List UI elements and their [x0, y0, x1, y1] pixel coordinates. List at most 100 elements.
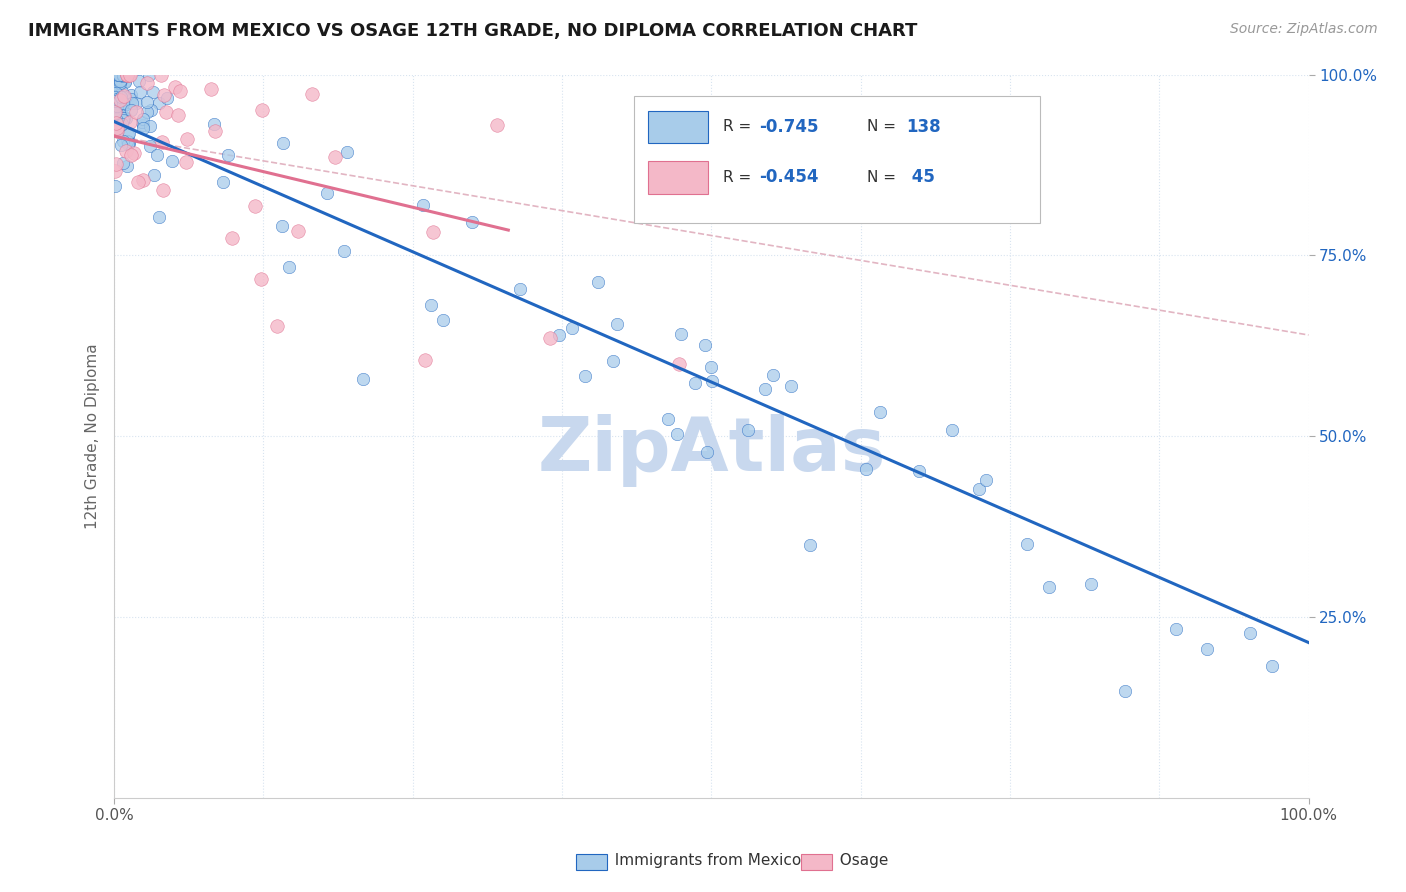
- Text: Immigrants from Mexico: Immigrants from Mexico: [605, 854, 801, 868]
- Point: [412, 198, 434, 212]
- Point: [200, 82, 222, 96]
- Point: [211, 175, 233, 189]
- Point: [131, 115, 153, 129]
- Point: [111, 95, 134, 110]
- Point: [104, 122, 127, 136]
- Point: [104, 116, 127, 130]
- Y-axis label: 12th Grade, No Diploma: 12th Grade, No Diploma: [86, 343, 100, 529]
- Point: [333, 244, 356, 258]
- Point: [602, 353, 624, 368]
- Point: [115, 68, 138, 82]
- Point: [669, 327, 692, 342]
- Text: N =: N =: [866, 120, 900, 134]
- Point: [163, 79, 186, 94]
- Point: [132, 112, 155, 126]
- Point: [323, 149, 346, 163]
- Point: [432, 313, 454, 327]
- Point: [111, 113, 134, 128]
- Point: [969, 482, 991, 496]
- Point: [202, 117, 225, 131]
- Point: [115, 160, 138, 174]
- Point: [110, 73, 132, 87]
- Bar: [648, 161, 707, 194]
- Point: [104, 68, 127, 82]
- Point: [668, 357, 690, 371]
- Text: 45: 45: [905, 169, 935, 186]
- Point: [136, 95, 159, 109]
- Point: [128, 85, 150, 99]
- Point: [277, 260, 299, 274]
- Point: [108, 109, 131, 123]
- Point: [112, 68, 135, 82]
- Point: [907, 464, 929, 478]
- Point: [104, 80, 127, 95]
- Point: [156, 91, 179, 105]
- Point: [138, 68, 160, 82]
- Point: [176, 132, 198, 146]
- Point: [146, 148, 169, 162]
- Point: [153, 88, 176, 103]
- Point: [693, 337, 716, 351]
- Point: [125, 96, 148, 111]
- Point: [108, 76, 131, 90]
- Point: [112, 89, 135, 103]
- Point: [252, 103, 274, 117]
- Text: 138: 138: [905, 118, 941, 136]
- Point: [696, 445, 718, 459]
- Point: [574, 368, 596, 383]
- Point: [117, 137, 139, 152]
- Point: [127, 175, 149, 189]
- Point: [110, 118, 132, 132]
- Point: [118, 126, 141, 140]
- Point: [105, 68, 128, 82]
- Point: [104, 104, 127, 119]
- Point: [148, 211, 170, 225]
- Bar: [648, 111, 707, 144]
- Text: IMMIGRANTS FROM MEXICO VS OSAGE 12TH GRADE, NO DIPLOMA CORRELATION CHART: IMMIGRANTS FROM MEXICO VS OSAGE 12TH GRA…: [28, 22, 918, 40]
- Point: [1239, 625, 1261, 640]
- Point: [1015, 537, 1038, 551]
- Point: [779, 378, 801, 392]
- Point: [132, 172, 155, 186]
- Point: [1164, 622, 1187, 636]
- Point: [152, 183, 174, 197]
- Point: [606, 317, 628, 331]
- Point: [139, 139, 162, 153]
- Point: [754, 382, 776, 396]
- Point: [111, 85, 134, 99]
- Point: [124, 146, 146, 161]
- Point: [110, 93, 132, 107]
- Point: [273, 136, 295, 151]
- Point: [115, 68, 138, 82]
- Point: [1197, 641, 1219, 656]
- Point: [221, 231, 243, 245]
- Point: [105, 120, 128, 135]
- Point: [105, 124, 128, 138]
- Point: [120, 87, 142, 102]
- Point: [167, 108, 190, 122]
- Point: [128, 74, 150, 88]
- Text: Source: ZipAtlas.com: Source: ZipAtlas.com: [1230, 22, 1378, 37]
- Point: [111, 68, 134, 82]
- Text: ZipAtlas: ZipAtlas: [537, 414, 886, 487]
- Point: [548, 327, 571, 342]
- Point: [115, 68, 138, 82]
- Text: -0.454: -0.454: [759, 169, 818, 186]
- Point: [143, 168, 166, 182]
- Point: [110, 68, 132, 82]
- Point: [104, 124, 127, 138]
- Point: [169, 84, 191, 98]
- Point: [112, 90, 135, 104]
- Point: [352, 372, 374, 386]
- Point: [588, 275, 610, 289]
- Point: [1038, 580, 1060, 594]
- Point: [111, 99, 134, 113]
- Point: [104, 80, 127, 95]
- Point: [118, 136, 141, 150]
- Point: [111, 68, 134, 82]
- Point: [112, 134, 135, 148]
- Point: [149, 68, 172, 82]
- Point: [509, 281, 531, 295]
- Point: [105, 156, 128, 170]
- Point: [104, 108, 127, 122]
